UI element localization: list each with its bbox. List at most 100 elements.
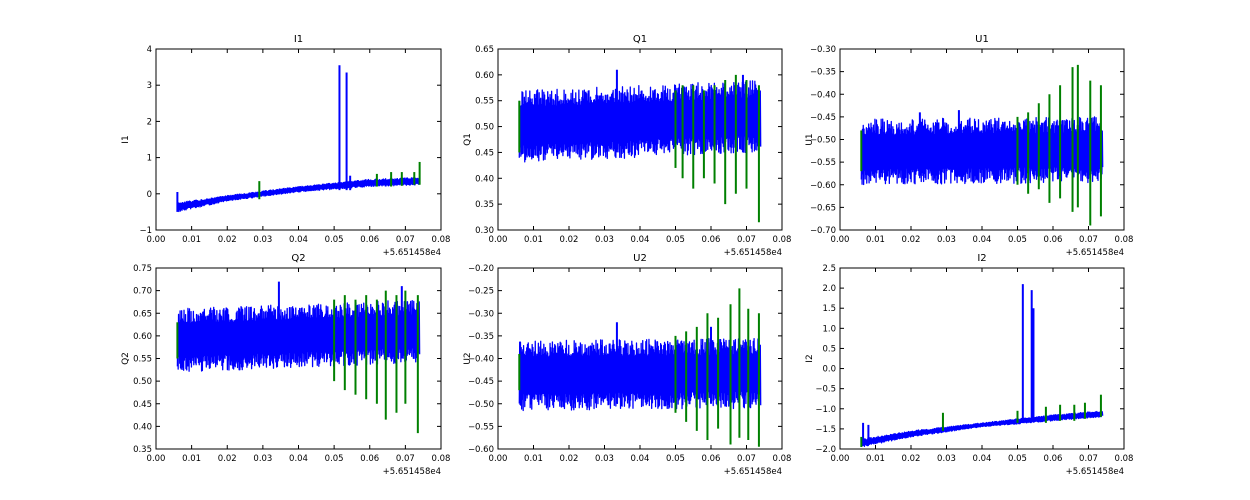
y-tick-label: −1.0 xyxy=(815,405,836,415)
y-tick-label: −0.60 xyxy=(468,445,494,455)
x-tick-label: 0.05 xyxy=(1008,235,1027,245)
y-tick-label: 4 xyxy=(147,45,152,55)
y-tick-label: −0.55 xyxy=(468,422,494,432)
x-tick-label: 0.08 xyxy=(1115,454,1134,464)
series-band xyxy=(518,338,762,412)
y-tick-label: 0.65 xyxy=(475,45,494,55)
series-green xyxy=(518,288,760,447)
series-band xyxy=(176,299,421,372)
x-offset-label: +5.651458e4 xyxy=(1066,467,1124,477)
y-tick-label: −0.55 xyxy=(810,158,836,168)
y-tick-label: −0.60 xyxy=(810,181,836,191)
y-axis-label: U2 xyxy=(463,352,473,364)
x-tick-label: 0.07 xyxy=(396,235,415,245)
y-tick-label: −0.45 xyxy=(468,377,494,387)
y-tick-label: 1.0 xyxy=(822,324,836,334)
y-tick-label: 0.35 xyxy=(475,200,494,210)
subplot-title: I2 xyxy=(977,253,986,264)
subplot-4: 0.00 0.01 0.02 0.03 0.04 0.05 0.06 0.07 0.08 0.35… xyxy=(121,253,450,477)
series-green xyxy=(860,64,1102,226)
series-band xyxy=(176,177,421,213)
y-tick-label: 0 xyxy=(147,190,152,200)
y-tick-label: 0.75 xyxy=(133,264,152,274)
plot-area xyxy=(860,64,1104,226)
x-tick-label: 0.05 xyxy=(666,235,685,245)
subplot-2: 0.00 0.01 0.02 0.03 0.04 0.05 0.06 0.07 0.08 0.30… xyxy=(463,34,791,258)
series-blue xyxy=(518,69,762,163)
y-tick-label: −0.5 xyxy=(815,385,836,395)
y-tick-label: −0.65 xyxy=(810,203,836,213)
y-axis-label: U1 xyxy=(805,133,815,145)
x-tick-label: 0.07 xyxy=(1079,454,1098,464)
x-tick-label: 0.08 xyxy=(432,454,451,464)
y-tick-label: −0.40 xyxy=(810,90,836,100)
series-blue xyxy=(860,284,1104,447)
y-tick-label: −0.25 xyxy=(468,287,494,297)
y-tick-label: −2.0 xyxy=(815,445,836,455)
x-tick-label: 0.05 xyxy=(1008,454,1027,464)
subplot-6: 0.00 0.01 0.02 0.03 0.04 0.05 0.06 0.07 0.08 −2.0… xyxy=(805,253,1133,477)
x-tick-label: 0.02 xyxy=(902,235,921,245)
subplot-title: Q2 xyxy=(291,253,305,264)
x-tick-label: 0.04 xyxy=(289,454,308,464)
y-tick-label: 3 xyxy=(147,81,152,91)
x-tick-label: 0.04 xyxy=(973,235,992,245)
x-tick-label: 0.07 xyxy=(737,454,756,464)
x-tick-label: 0.06 xyxy=(360,454,379,464)
y-tick-label: 0.40 xyxy=(475,174,494,184)
x-tick-label: 0.04 xyxy=(289,235,308,245)
x-tick-label: 0.01 xyxy=(524,454,543,464)
y-tick-label: −0.50 xyxy=(810,136,836,146)
x-tick-label: 0.00 xyxy=(831,454,850,464)
y-tick-label: −0.70 xyxy=(810,226,836,236)
subplot-title: Q1 xyxy=(633,34,647,45)
plot-area xyxy=(860,284,1104,447)
y-tick-label: 0.5 xyxy=(822,344,836,354)
x-tick-label: 0.01 xyxy=(866,235,885,245)
x-tick-label: 0.01 xyxy=(182,454,201,464)
subplot-1: 0.00 0.01 0.02 0.03 0.04 0.05 0.06 0.07 0.08 −1 0 1… xyxy=(121,34,450,258)
y-tick-label: 2 xyxy=(147,117,152,127)
y-tick-label: 0.55 xyxy=(475,97,494,107)
y-tick-label: 0.65 xyxy=(133,309,152,319)
series-blue xyxy=(176,65,421,213)
y-tick-label: −0.30 xyxy=(468,309,494,319)
series-blue xyxy=(860,110,1104,186)
x-tick-label: 0.02 xyxy=(218,454,237,464)
x-offset-label: +5.651458e4 xyxy=(1066,248,1124,258)
x-tick-label: 0.06 xyxy=(702,235,721,245)
y-tick-label: 0.0 xyxy=(822,365,836,375)
x-tick-label: 0.03 xyxy=(253,235,272,245)
y-tick-label: 1 xyxy=(147,154,152,164)
subplot-title: U2 xyxy=(633,253,647,264)
x-tick-label: 0.03 xyxy=(595,454,614,464)
y-tick-label: 2.0 xyxy=(822,284,836,294)
y-tick-label: −0.20 xyxy=(468,264,494,274)
y-tick-label: −0.40 xyxy=(468,355,494,365)
x-tick-label: 0.01 xyxy=(524,235,543,245)
x-tick-label: 0.00 xyxy=(489,454,508,464)
subplot-5: 0.00 0.01 0.02 0.03 0.04 0.05 0.06 0.07 0.08 −0.6… xyxy=(463,253,791,477)
x-tick-label: 0.00 xyxy=(147,454,166,464)
x-tick-label: 0.00 xyxy=(831,235,850,245)
x-tick-label: 0.02 xyxy=(218,235,237,245)
x-tick-label: 0.06 xyxy=(360,235,379,245)
y-tick-label: −1 xyxy=(139,226,152,236)
x-tick-label: 0.04 xyxy=(631,454,650,464)
y-tick-label: 2.5 xyxy=(822,264,836,274)
y-axis-label: I2 xyxy=(805,354,815,362)
y-tick-label: −0.30 xyxy=(810,45,836,55)
y-tick-label: 0.30 xyxy=(475,226,494,236)
x-tick-label: 0.03 xyxy=(595,235,614,245)
y-tick-label: 0.60 xyxy=(475,71,494,81)
plot-area xyxy=(176,281,421,434)
y-tick-label: 0.60 xyxy=(133,332,152,342)
series-blue xyxy=(518,322,762,412)
x-tick-label: 0.08 xyxy=(773,454,792,464)
x-tick-label: 0.00 xyxy=(147,235,166,245)
x-tick-label: 0.07 xyxy=(737,235,756,245)
y-tick-label: −0.45 xyxy=(810,113,836,123)
series-band xyxy=(860,410,1104,447)
x-tick-label: 0.08 xyxy=(773,235,792,245)
series-blue xyxy=(176,281,421,372)
